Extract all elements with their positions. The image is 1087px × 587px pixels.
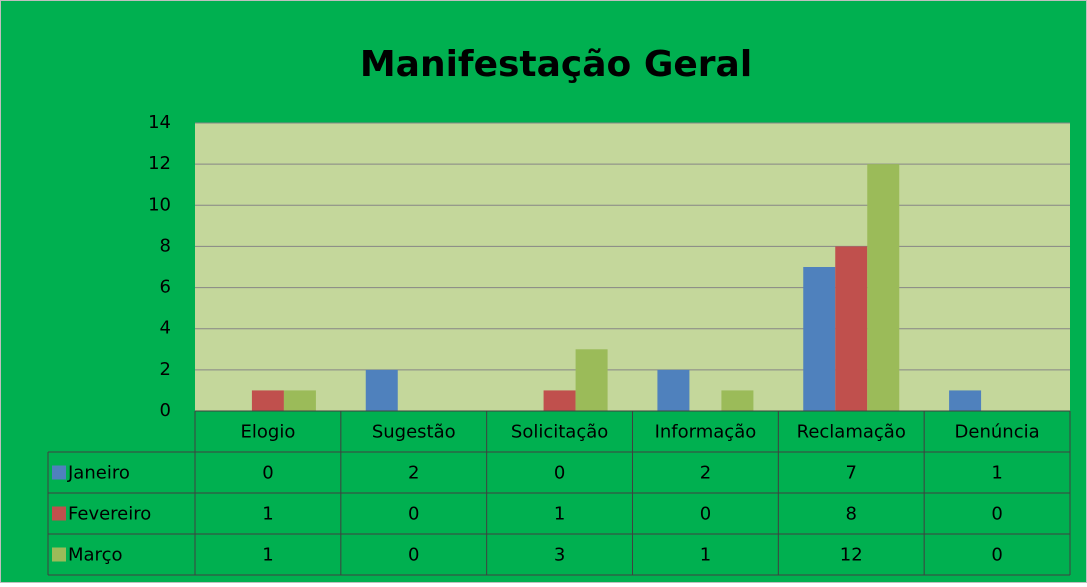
legend-swatch bbox=[52, 506, 66, 521]
table-value: 0 bbox=[408, 504, 419, 525]
bar bbox=[283, 390, 316, 411]
table-value: 1 bbox=[262, 545, 273, 566]
table-value: 0 bbox=[991, 504, 1002, 525]
bar bbox=[657, 369, 690, 411]
table-value: 0 bbox=[991, 545, 1002, 566]
x-tick-label: Sugestão bbox=[372, 422, 456, 443]
table-value: 3 bbox=[554, 545, 565, 566]
chart-title: Manifestação Geral bbox=[360, 44, 752, 85]
table-value: 12 bbox=[840, 545, 863, 566]
legend-label: Março bbox=[68, 545, 122, 566]
table-value: 2 bbox=[408, 463, 419, 484]
table-value: 1 bbox=[991, 463, 1002, 484]
plot-area bbox=[195, 123, 1070, 411]
table-value: 0 bbox=[700, 504, 711, 525]
legend-swatch bbox=[52, 547, 66, 562]
table-value: 0 bbox=[262, 463, 273, 484]
x-tick-label: Denúncia bbox=[955, 422, 1040, 443]
legend-swatch bbox=[52, 465, 66, 480]
table-value: 0 bbox=[408, 545, 419, 566]
table-value: 0 bbox=[554, 463, 565, 484]
table-value: 1 bbox=[700, 545, 711, 566]
bar bbox=[575, 349, 608, 411]
bar bbox=[949, 390, 982, 411]
bar bbox=[543, 390, 576, 411]
x-tick-label: Informação bbox=[655, 422, 757, 443]
bar bbox=[251, 390, 284, 411]
y-tick-label: 14 bbox=[148, 112, 171, 133]
x-tick-label: Elogio bbox=[241, 422, 296, 443]
legend-label: Janeiro bbox=[67, 463, 130, 484]
y-tick-label: 10 bbox=[148, 194, 171, 215]
bar bbox=[867, 164, 900, 411]
table-value: 8 bbox=[846, 504, 857, 525]
bar bbox=[365, 369, 398, 411]
x-tick-label: Reclamação bbox=[797, 422, 906, 443]
y-tick-label: 0 bbox=[160, 400, 171, 421]
x-tick-label: Solicitação bbox=[511, 422, 608, 443]
table-value: 1 bbox=[554, 504, 565, 525]
table-value: 2 bbox=[700, 463, 711, 484]
y-tick-label: 2 bbox=[160, 359, 171, 380]
y-tick-label: 6 bbox=[160, 277, 171, 298]
y-tick-label: 4 bbox=[160, 318, 171, 339]
table-value: 1 bbox=[262, 504, 273, 525]
table-value: 7 bbox=[846, 463, 857, 484]
bar bbox=[803, 267, 836, 411]
bar bbox=[835, 246, 868, 411]
y-tick-label: 8 bbox=[160, 235, 171, 256]
bar bbox=[721, 390, 754, 411]
legend-label: Fevereiro bbox=[68, 504, 151, 525]
y-tick-label: 12 bbox=[148, 153, 171, 174]
